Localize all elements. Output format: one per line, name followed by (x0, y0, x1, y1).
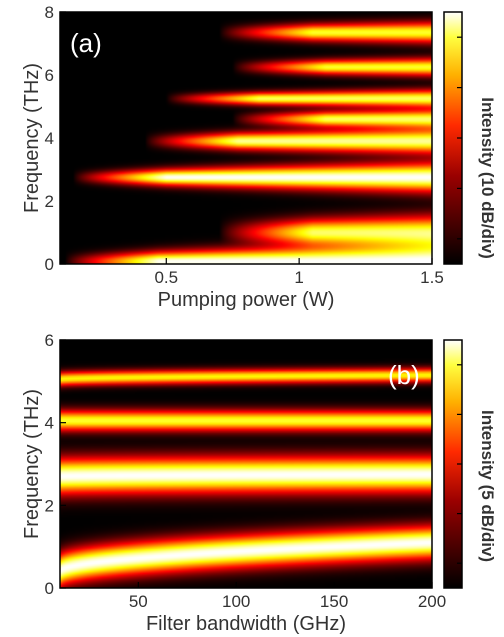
x-tick-label-a: 1.5 (420, 268, 444, 287)
heatmap-b (60, 340, 432, 588)
x-tick-label-a: 1 (294, 268, 303, 287)
y-tick-label-a: 8 (45, 3, 54, 22)
y-axis-label-a: Frequency (THz) (21, 63, 43, 213)
y-ticks-a: 0 2 4 6 8 (45, 3, 66, 274)
y-tick-label-a: 2 (45, 192, 54, 211)
x-tick-label-b: 200 (418, 592, 446, 611)
y-tick-label-b: 4 (45, 414, 54, 433)
panel-a: 0.5 1 1.5 0 2 4 6 8 (a) Pumping power (W) Freq… (21, 3, 497, 311)
y-tick-label-a: 6 (45, 66, 54, 85)
y-tick-label-a: 0 (45, 255, 54, 274)
y-tick-label-b: 0 (45, 579, 54, 598)
x-axis-label-a: Pumping power (W) (158, 289, 335, 311)
heatmap-a (60, 12, 432, 264)
colorbar-label-a: Intensity (10 dB/div) (478, 97, 497, 259)
colorbar-ticks-a (457, 36, 462, 240)
x-tick-label-b: 100 (222, 592, 250, 611)
y-ticks-b: 0 2 4 6 (45, 331, 66, 598)
x-axis-label-b: Filter bandwidth (GHz) (146, 613, 346, 635)
plot-frame-b (59, 339, 433, 589)
y-tick-label-a: 4 (45, 129, 54, 148)
y-tick-label-b: 6 (45, 331, 54, 350)
y-tick-label-b: 2 (45, 496, 54, 515)
y-axis-label-b: Frequency (THz) (21, 389, 43, 539)
x-tick-label-a: 0.5 (154, 268, 178, 287)
x-ticks-a: 0.5 1 1.5 (154, 258, 444, 287)
x-tick-label-b: 50 (129, 592, 148, 611)
panel-label-b: (b) (388, 360, 420, 390)
x-tick-label-b: 150 (320, 592, 348, 611)
panel-label-a: (a) (70, 28, 102, 58)
x-ticks-b: 50 100 150 200 (129, 582, 446, 611)
panel-b: 50 100 150 200 0 2 4 6 (b) Filter bandwidth (G… (21, 331, 497, 635)
colorbar-label-b: Intensity (5 dB/div) (478, 410, 497, 562)
colorbar-ticks-b (457, 364, 462, 564)
